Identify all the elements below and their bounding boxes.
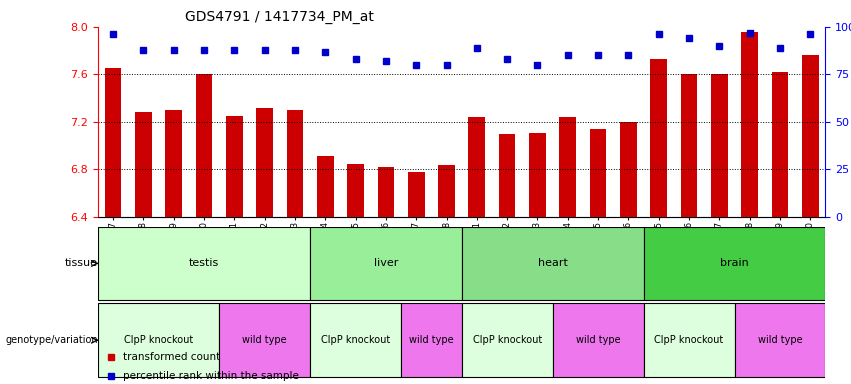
Bar [469,117,485,217]
Bar [256,108,273,217]
Bar [165,110,182,217]
Bar [317,156,334,217]
Bar [196,74,212,217]
Bar [802,55,819,217]
Text: wild type: wild type [243,335,287,345]
Bar [741,31,758,217]
Bar [347,164,364,217]
Bar [135,113,151,217]
Bar [401,303,461,377]
Bar [310,227,461,300]
Text: GDS4791 / 1417734_PM_at: GDS4791 / 1417734_PM_at [186,10,374,25]
Text: wild type: wild type [409,335,454,345]
Text: ClpP knockout: ClpP knockout [472,335,542,345]
Bar [643,303,734,377]
Bar [552,303,643,377]
Text: transformed count: transformed count [123,352,220,362]
Text: brain: brain [720,258,749,268]
Bar [98,303,220,377]
Bar [650,59,667,217]
Bar [499,134,516,217]
Bar [590,129,607,217]
Bar [408,172,425,217]
Bar [98,227,310,300]
Text: percentile rank within the sample: percentile rank within the sample [123,371,300,381]
Text: heart: heart [538,258,568,268]
Text: ClpP knockout: ClpP knockout [124,335,193,345]
Text: liver: liver [374,258,398,268]
Bar [461,303,552,377]
Bar [105,68,122,217]
Bar [711,74,728,217]
Bar [734,303,825,377]
Bar [438,165,454,217]
Text: tissue: tissue [66,258,98,268]
Bar [772,72,788,217]
Text: wild type: wild type [576,335,620,345]
Bar [620,122,637,217]
Text: ClpP knockout: ClpP knockout [654,335,723,345]
Bar [310,303,401,377]
Bar [226,116,243,217]
Text: wild type: wild type [757,335,802,345]
Bar [461,227,643,300]
Bar [529,132,545,217]
Text: genotype/variation: genotype/variation [6,335,98,345]
Bar [643,227,825,300]
Bar [220,303,310,377]
Text: ClpP knockout: ClpP knockout [321,335,390,345]
Bar [378,167,394,217]
Text: testis: testis [189,258,219,268]
Bar [681,74,697,217]
Bar [559,117,576,217]
Bar [287,110,303,217]
